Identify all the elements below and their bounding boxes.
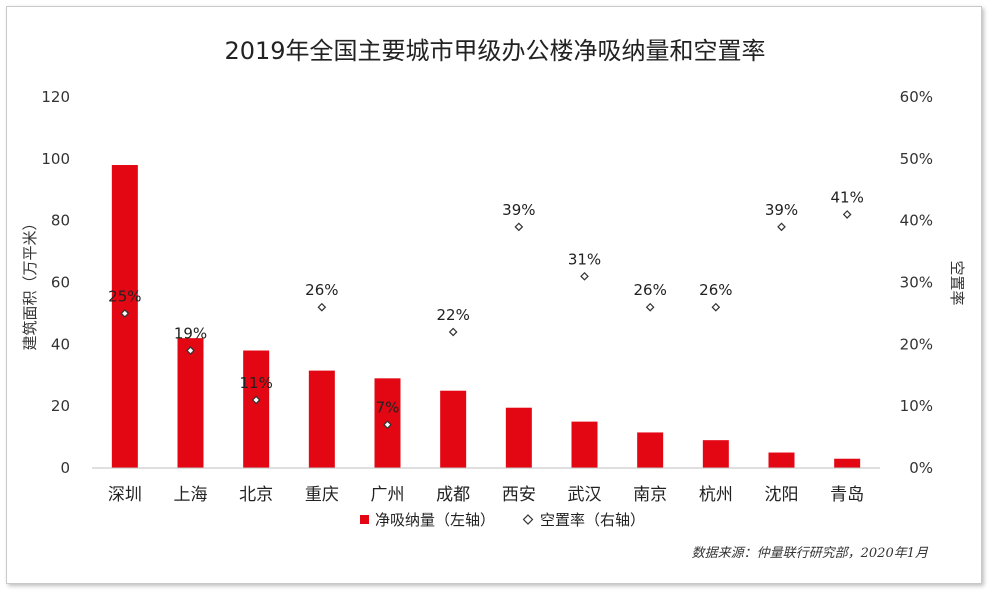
bar <box>243 350 270 468</box>
right-axis-title: 空置率 <box>948 260 966 305</box>
marker-series: 25% 19% 11% 26% 7% 22% 39% 31% 26% 26% 39% 41% <box>108 188 864 430</box>
vacancy-data-label: 26% <box>699 281 732 299</box>
category-label: 上海 <box>174 485 208 505</box>
vacancy-data-label: 19% <box>174 325 207 343</box>
right-tick-label: 0% <box>909 459 933 477</box>
left-tick-label: 100 <box>41 150 70 168</box>
vacancy-marker <box>383 420 392 430</box>
source-note: 数据来源：仲量联行研究部，2020年1月 <box>692 545 929 561</box>
vacancy-marker <box>317 302 327 312</box>
category-label: 西安 <box>502 485 536 505</box>
vacancy-marker <box>186 346 195 355</box>
vacancy-data-label: 41% <box>830 188 863 206</box>
bar <box>177 338 204 468</box>
bar <box>308 370 335 468</box>
bar <box>768 452 795 468</box>
legend-label-marker: 空置率（右轴） <box>540 511 645 529</box>
vacancy-marker <box>711 302 721 312</box>
left-axis-ticks: 0 20 40 60 80 100 120 <box>41 88 70 477</box>
vacancy-marker <box>120 309 130 318</box>
vacancy-marker <box>777 222 786 232</box>
legend-swatch-marker <box>522 514 534 525</box>
bar <box>834 458 861 468</box>
left-tick-label: 20 <box>51 397 70 415</box>
vacancy-marker <box>514 222 524 232</box>
legend-swatch-bar <box>360 515 369 524</box>
right-axis-ticks: 0% 10% 20% 30% 40% 50% 60% <box>900 88 933 477</box>
vacancy-data-label: 39% <box>765 201 798 219</box>
bar <box>702 440 729 468</box>
category-label: 武汉 <box>568 485 602 505</box>
vacancy-marker <box>448 327 458 337</box>
chart-frame <box>6 6 982 584</box>
category-label: 重庆 <box>305 485 339 505</box>
right-tick-label: 60% <box>900 88 933 106</box>
legend-label-bar: 净吸纳量（左轴） <box>375 511 495 529</box>
vacancy-data-label: 26% <box>305 281 338 299</box>
bar-series <box>111 165 861 468</box>
right-tick-label: 20% <box>900 335 933 353</box>
vacancy-marker <box>842 210 852 219</box>
vacancy-data-label: 25% <box>108 287 141 305</box>
vacancy-data-label: 11% <box>239 374 272 392</box>
vacancy-data-label: 7% <box>376 399 400 417</box>
left-tick-label: 120 <box>41 88 70 106</box>
category-label: 北京 <box>239 485 273 505</box>
category-labels: 深圳 上海 北京 重庆 广州 成都 西安 武汉 南京 杭州 沈阳 青岛 <box>108 485 864 505</box>
vacancy-marker <box>580 271 589 281</box>
vacancy-data-label: 31% <box>568 250 601 268</box>
vacancy-data-label: 26% <box>633 281 666 299</box>
bar <box>505 407 532 468</box>
vacancy-marker <box>645 302 655 312</box>
right-tick-label: 40% <box>900 212 933 230</box>
category-label: 深圳 <box>108 485 142 505</box>
vacancy-data-label: 39% <box>502 201 535 219</box>
left-tick-label: 40 <box>51 335 70 353</box>
bar <box>637 432 664 468</box>
left-tick-label: 0 <box>60 459 70 477</box>
left-axis-title: 建筑面积（万平米） <box>21 215 39 350</box>
category-label: 成都 <box>436 485 470 505</box>
vacancy-data-label: 22% <box>436 306 469 324</box>
bar <box>571 421 598 468</box>
vacancy-marker <box>251 395 261 405</box>
left-tick-label: 60 <box>51 274 70 292</box>
right-tick-label: 50% <box>900 150 933 168</box>
left-tick-label: 80 <box>51 212 70 230</box>
category-label: 杭州 <box>699 485 733 505</box>
bar <box>440 390 467 468</box>
category-label: 青岛 <box>830 485 864 505</box>
right-tick-label: 30% <box>900 274 933 292</box>
chart-title: 2019年全国主要城市甲级办公楼净吸纳量和空置率 <box>224 37 765 65</box>
category-label: 南京 <box>633 485 667 505</box>
category-label: 沈阳 <box>765 485 799 505</box>
legend: 净吸纳量（左轴） 空置率（右轴） <box>360 511 645 529</box>
right-tick-label: 10% <box>900 397 933 415</box>
category-label: 广州 <box>371 485 405 505</box>
